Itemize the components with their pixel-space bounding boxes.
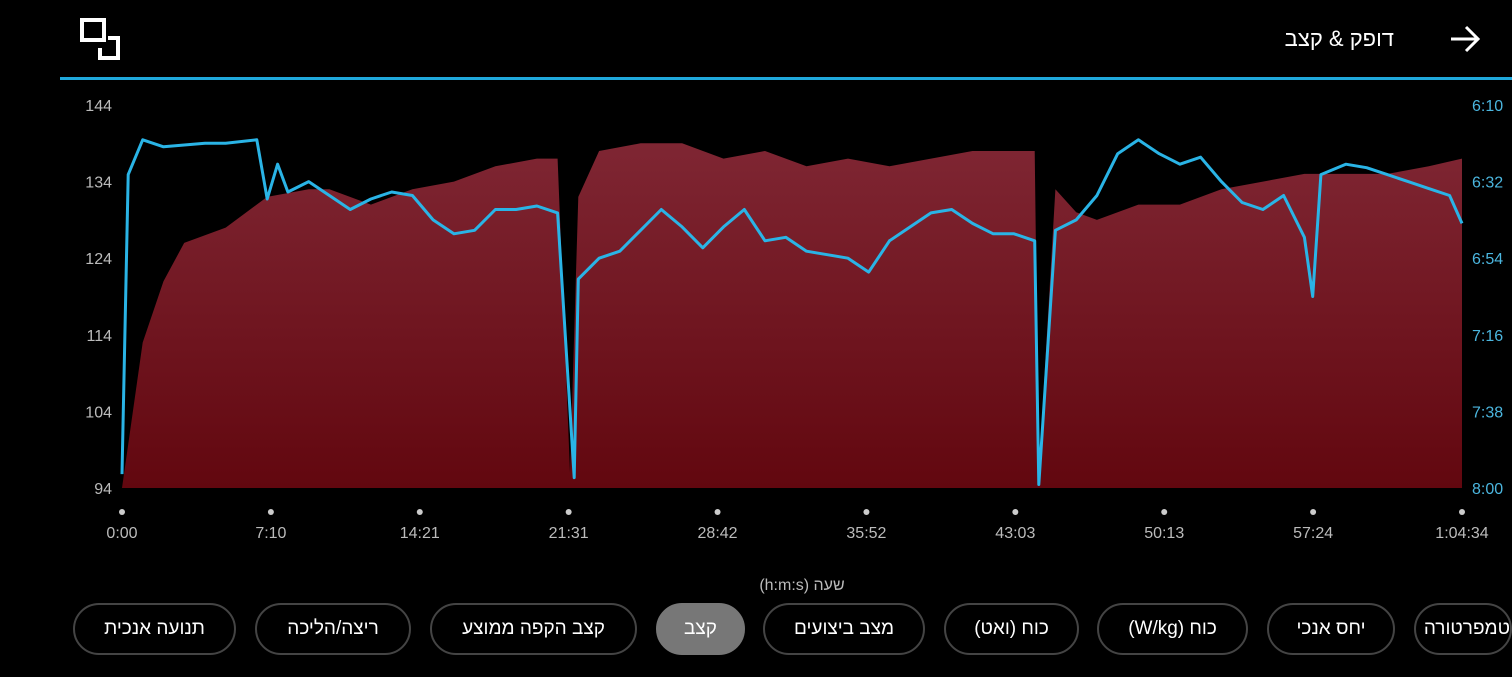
chip-vertical-ratio[interactable]: יחס אנכי (1267, 603, 1395, 655)
x-axis-tick-dot (714, 509, 721, 515)
x-axis-tick-label: 1:04:34 (1435, 525, 1488, 542)
chip-power-wkg[interactable]: כוח (W/kg) (1097, 603, 1248, 655)
hr-axis-tick-label: 104 (85, 404, 112, 421)
pace-axis-tick-label: 8:00 (1472, 481, 1503, 498)
chip-avg-lap-pace[interactable]: קצב הקפה ממוצע (430, 603, 637, 655)
x-axis-tick-label: 14:21 (400, 525, 440, 542)
heart-rate-pace-chart[interactable]: 144 134 124 114 104 94 6:10 6:32 6:54 7:16 7:38 8:… (0, 80, 1512, 560)
pace-axis-tick-label: 6:54 (1472, 251, 1503, 268)
chip-temperature[interactable]: טמפרטורה (1414, 603, 1512, 655)
chip-power-watts[interactable]: כוח (ואט) (944, 603, 1079, 655)
pace-axis-tick-label: 7:16 (1472, 328, 1503, 345)
header-divider (60, 77, 1512, 80)
x-axis-tick-label: 57:24 (1293, 525, 1333, 542)
app-header: דופק & קצב (0, 0, 1512, 80)
x-axis-tick-label: 7:10 (255, 525, 286, 542)
hr-axis-tick-label: 114 (86, 328, 112, 345)
x-axis-tick-dot (1012, 509, 1019, 515)
chip-temperature-label: טמפרטורה (1423, 618, 1510, 639)
fullscreen-icon[interactable] (78, 18, 122, 62)
x-axis-tick-dot (1161, 509, 1168, 515)
pace-axis-tick-label: 6:10 (1472, 98, 1503, 115)
heart-rate-area (122, 143, 1462, 489)
pace-line (120, 138, 1464, 486)
x-axis-tick-label: 28:42 (698, 525, 738, 542)
metric-chip-bar: תנועה אנכית ריצה/הליכה קצב הקפה ממוצע קצ… (0, 603, 1512, 659)
hr-axis-tick-label: 134 (85, 175, 112, 192)
chip-vertical-oscillation[interactable]: תנועה אנכית (73, 603, 236, 655)
x-axis-tick-label: 50:13 (1144, 525, 1184, 542)
pace-axis-tick-label: 7:38 (1472, 404, 1503, 421)
x-axis-title: שעה (h:m:s) (759, 577, 845, 594)
x-axis-tick-dot (119, 509, 125, 515)
x-axis-tick-label: 35:52 (846, 525, 886, 542)
x-axis-tick-label: 0:00 (106, 525, 137, 542)
x-axis-tick-dot (863, 509, 870, 515)
back-arrow-icon[interactable] (1448, 22, 1482, 56)
hr-axis-tick-label: 144 (85, 98, 112, 115)
x-axis-tick-dot (1310, 509, 1317, 515)
x-axis-tick-dot (565, 509, 572, 515)
chip-performance-condition[interactable]: מצב ביצועים (763, 603, 925, 655)
x-axis-tick-dot (416, 509, 423, 515)
hr-axis-tick-label: 124 (85, 251, 112, 268)
x-axis-tick-label: 43:03 (995, 525, 1035, 542)
x-axis-tick-dot (1459, 509, 1465, 515)
chip-pace[interactable]: קצב (656, 603, 745, 655)
pace-axis-tick-label: 6:32 (1472, 175, 1503, 192)
page-title: דופק & קצב (1284, 26, 1394, 51)
chip-run-walk[interactable]: ריצה/הליכה (255, 603, 411, 655)
x-axis-tick-label: 21:31 (549, 525, 589, 542)
hr-axis-tick-label: 94 (94, 481, 112, 498)
x-axis-tick-dot (267, 509, 274, 515)
